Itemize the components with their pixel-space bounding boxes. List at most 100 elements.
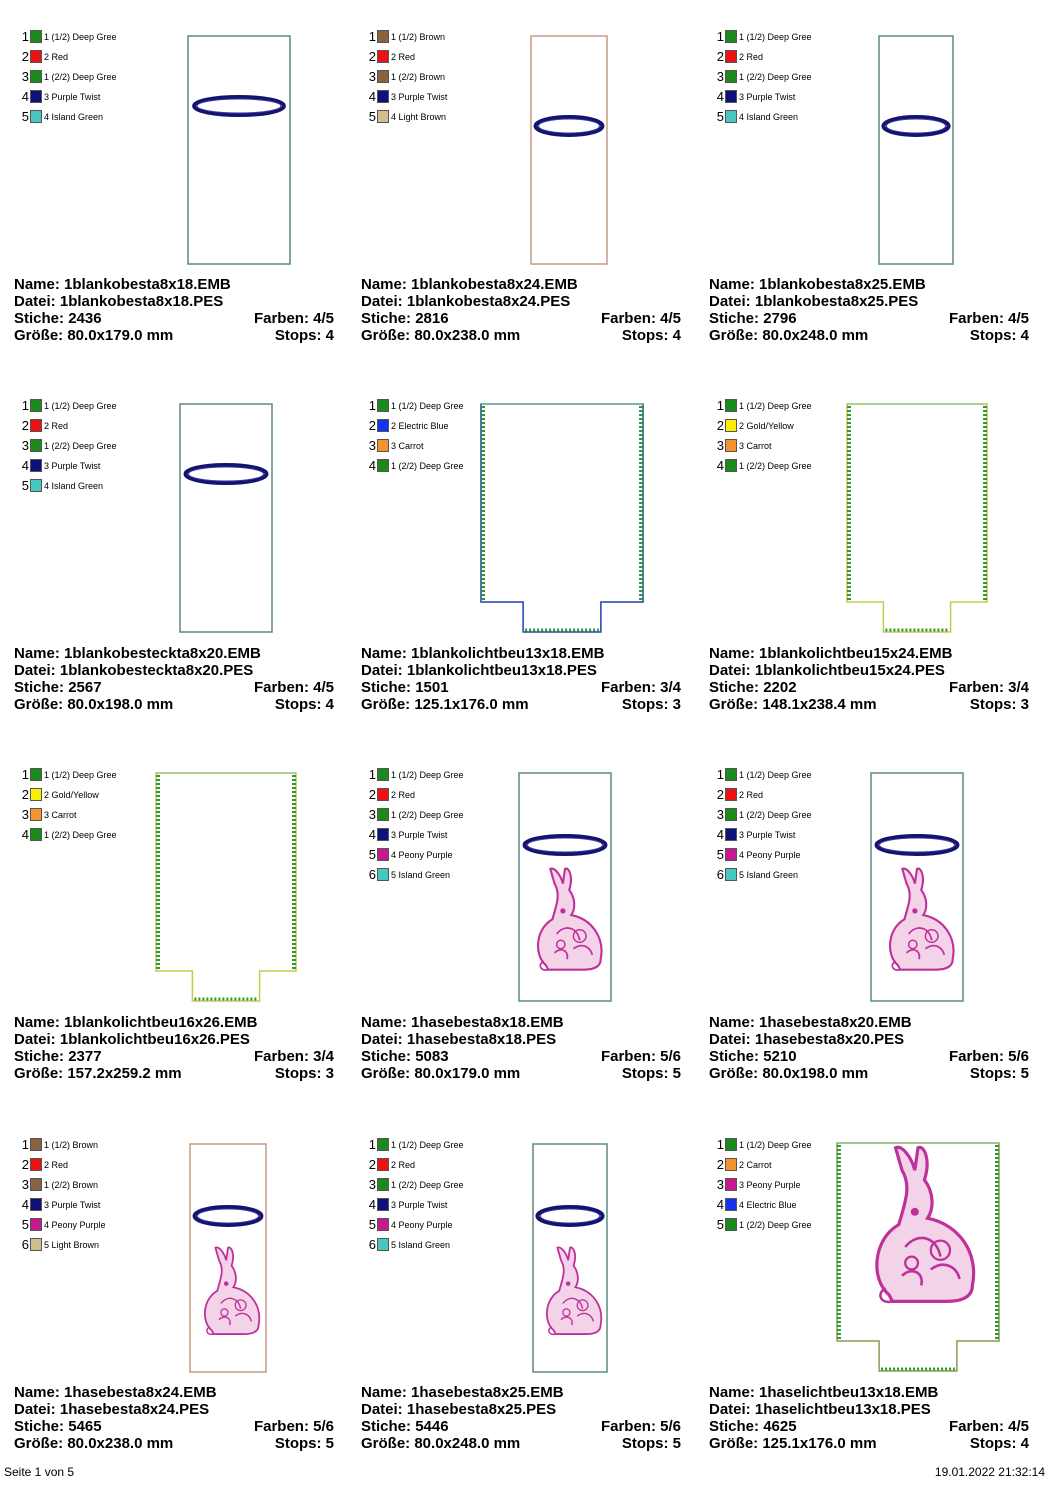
color-index: 4 bbox=[716, 827, 724, 842]
design-size: 148.1x238.4 mm bbox=[762, 696, 877, 713]
color-swatch bbox=[30, 1158, 42, 1171]
button-ring bbox=[881, 115, 951, 137]
color-name: 4 Island Green bbox=[739, 112, 799, 122]
design-preview bbox=[819, 768, 1039, 1008]
color-index: 4 bbox=[368, 1197, 376, 1212]
size-label: Größe: bbox=[14, 696, 64, 713]
color-name: 3 Purple Twist bbox=[44, 92, 101, 102]
color-index: 5 bbox=[716, 847, 724, 862]
color-name: 3 Purple Twist bbox=[44, 461, 101, 471]
design-file: 1hasebesta8x24.PES bbox=[59, 1401, 210, 1418]
stitches-label: Stiche: bbox=[14, 310, 65, 327]
design-card: 1 1 (1/2) Deep Gree 2 2 Carrot 3 3 Peony Purp… bbox=[709, 1138, 1039, 1488]
color-swatch bbox=[725, 1178, 737, 1191]
design-file: 1blankobesteckta8x20.PES bbox=[59, 662, 254, 679]
color-index: 2 bbox=[21, 49, 29, 64]
design-name: 1blankobesta8x24.EMB bbox=[411, 276, 578, 293]
color-swatch bbox=[725, 868, 737, 881]
design-preview bbox=[471, 1138, 691, 1378]
design-info: Name: 1blankobesta8x18.EMB Datei: 1blanko… bbox=[14, 276, 334, 344]
color-swatch bbox=[377, 439, 389, 452]
stop-count: 5 bbox=[1020, 1065, 1029, 1082]
stop-count: 3 bbox=[672, 696, 681, 713]
color-name: 4 Peony Purple bbox=[739, 850, 801, 860]
color-swatch bbox=[30, 30, 42, 43]
design-name: 1hasebesta8x24.EMB bbox=[64, 1384, 217, 1401]
stop-count: 4 bbox=[325, 696, 334, 713]
color-name: 2 Red bbox=[739, 52, 764, 62]
color-index: 6 bbox=[368, 1237, 376, 1252]
colors-label: Farben: bbox=[948, 310, 1004, 327]
design-preview bbox=[124, 768, 344, 1008]
color-index: 1 bbox=[368, 1137, 376, 1152]
design-card: 1 1 (1/2) Deep Gree 2 2 Gold/Yellow 3 3 Carro… bbox=[14, 768, 344, 1118]
stitch-count: 1501 bbox=[415, 679, 449, 696]
design-info: Name: 1hasebesta8x20.EMB Datei: 1hasebest… bbox=[709, 1014, 1029, 1082]
color-index: 1 bbox=[368, 767, 376, 782]
color-index: 2 bbox=[716, 787, 724, 802]
color-swatch bbox=[725, 110, 737, 123]
color-name: 1 (1/2) Deep Gree bbox=[391, 1140, 464, 1150]
design-card: 1 1 (1/2) Deep Gree 2 2 Red 3 1 (2/2) Deep Gr… bbox=[709, 30, 1039, 380]
color-swatch bbox=[725, 419, 737, 432]
stops-label: Stops: bbox=[274, 1435, 322, 1452]
color-name: 1 (2/2) Deep Gree bbox=[44, 72, 117, 82]
color-swatch bbox=[30, 459, 42, 472]
design-size: 80.0x248.0 mm bbox=[762, 327, 869, 344]
design-preview bbox=[471, 399, 691, 639]
color-index: 5 bbox=[21, 109, 29, 124]
color-count: 5/6 bbox=[660, 1048, 681, 1065]
color-index: 2 bbox=[21, 1157, 29, 1172]
color-swatch bbox=[30, 439, 42, 452]
design-size: 80.0x238.0 mm bbox=[67, 1435, 174, 1452]
color-swatch bbox=[377, 1178, 389, 1191]
color-count: 5/6 bbox=[313, 1418, 334, 1435]
band-outline bbox=[878, 35, 954, 265]
color-swatch bbox=[30, 808, 42, 821]
file-label: Datei: bbox=[709, 1401, 751, 1418]
colors-label: Farben: bbox=[253, 1418, 309, 1435]
name-label: Name: bbox=[14, 1384, 60, 1401]
stitches-label: Stiche: bbox=[14, 1418, 65, 1435]
color-swatch bbox=[377, 868, 389, 881]
color-swatch bbox=[377, 788, 389, 801]
design-info: Name: 1blankobesta8x25.EMB Datei: 1blanko… bbox=[709, 276, 1029, 344]
color-swatch bbox=[725, 1158, 737, 1171]
design-file: 1blankolichtbeu15x24.PES bbox=[754, 662, 945, 679]
file-label: Datei: bbox=[14, 1031, 56, 1048]
design-info: Name: 1blankolichtbeu16x26.EMB Datei: 1bl… bbox=[14, 1014, 334, 1082]
color-swatch bbox=[377, 1238, 389, 1251]
cover-outline bbox=[846, 403, 988, 633]
color-name: 3 Carrot bbox=[44, 810, 77, 820]
stitch-count: 4625 bbox=[763, 1418, 797, 1435]
color-name: 1 (1/2) Deep Gree bbox=[44, 401, 117, 411]
design-name: 1blankolichtbeu15x24.EMB bbox=[759, 645, 953, 662]
stitches-label: Stiche: bbox=[709, 1048, 760, 1065]
color-index: 1 bbox=[21, 767, 29, 782]
bunny-motif bbox=[875, 1145, 976, 1304]
stops-label: Stops: bbox=[621, 1065, 669, 1082]
color-name: 3 Purple Twist bbox=[391, 92, 448, 102]
color-index: 3 bbox=[368, 807, 376, 822]
file-label: Datei: bbox=[361, 1401, 403, 1418]
color-swatch bbox=[377, 110, 389, 123]
color-name: 4 Electric Blue bbox=[739, 1200, 797, 1210]
color-name: 1 (2/2) Deep Gree bbox=[44, 830, 117, 840]
design-name: 1blankobesta8x25.EMB bbox=[759, 276, 926, 293]
file-label: Datei: bbox=[14, 662, 56, 679]
color-swatch bbox=[725, 1138, 737, 1151]
color-index: 3 bbox=[368, 1177, 376, 1192]
design-card: 1 1 (1/2) Deep Gree 2 2 Electric Blue 3 3 Car… bbox=[361, 399, 691, 749]
stitches-label: Stiche: bbox=[709, 1418, 760, 1435]
color-index: 2 bbox=[716, 49, 724, 64]
button-ring bbox=[183, 463, 269, 485]
design-file: 1blankolichtbeu13x18.PES bbox=[406, 662, 597, 679]
size-label: Größe: bbox=[709, 327, 759, 344]
color-count: 3/4 bbox=[660, 679, 681, 696]
colors-label: Farben: bbox=[253, 1048, 309, 1065]
color-swatch bbox=[30, 1218, 42, 1231]
name-label: Name: bbox=[709, 1384, 755, 1401]
color-index: 4 bbox=[368, 89, 376, 104]
color-swatch bbox=[725, 70, 737, 83]
stitches-label: Stiche: bbox=[709, 310, 760, 327]
